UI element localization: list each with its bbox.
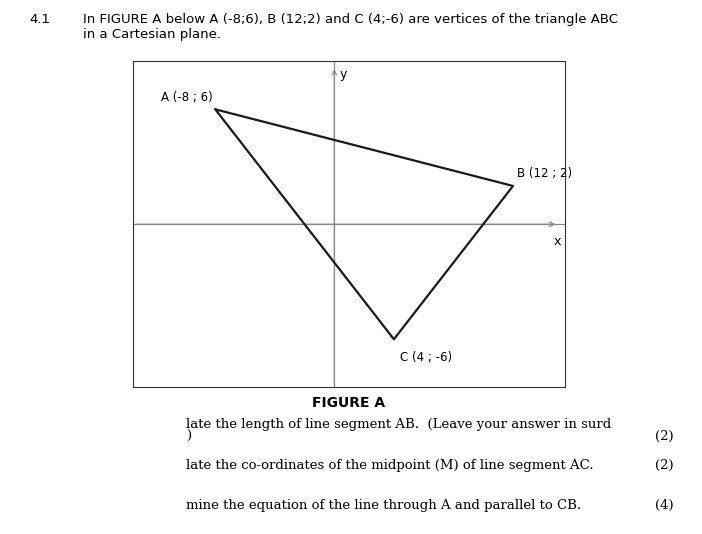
Text: A (-8 ; 6): A (-8 ; 6) [161,91,212,104]
Text: (2): (2) [655,430,674,443]
Text: In FIGURE A below A (-8;6), B (12;2) and C (4;-6) are vertices of the triangle A: In FIGURE A below A (-8;6), B (12;2) and… [83,13,618,41]
Text: FIGURE A: FIGURE A [312,396,385,410]
Text: late the length of line segment AB.  (Leave your answer in surd: late the length of line segment AB. (Lea… [186,418,611,430]
Text: (2): (2) [655,459,674,472]
Text: y: y [340,68,347,81]
Text: B (12 ; 2): B (12 ; 2) [517,167,573,180]
Text: x: x [554,235,561,248]
Text: mine the equation of the line through A and parallel to CB.: mine the equation of the line through A … [186,499,581,512]
Text: late the co-ordinates of the midpoint (M) of line segment AC.: late the co-ordinates of the midpoint (M… [186,459,593,472]
Text: 4.1: 4.1 [29,13,51,26]
Text: ): ) [186,430,191,443]
Text: C (4 ; -6): C (4 ; -6) [400,351,452,364]
Text: (4): (4) [655,499,674,512]
